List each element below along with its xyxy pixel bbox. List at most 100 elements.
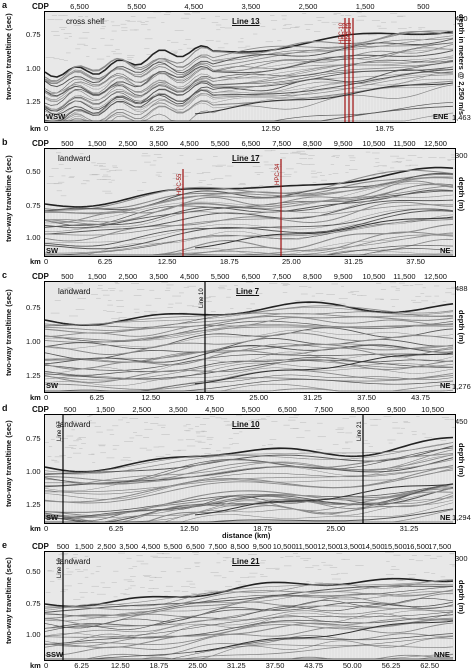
y-axis-label: two-way traveltime (sec) bbox=[4, 557, 13, 644]
cdp-tick: 1,500 bbox=[87, 272, 107, 281]
km-tick: 18.75 bbox=[253, 524, 272, 533]
cdp-tick: 3,500 bbox=[241, 2, 261, 11]
cdp-label: CDP bbox=[32, 405, 49, 414]
cdp-tick: 13,500 bbox=[339, 542, 363, 551]
cdp-tick: 2,500 bbox=[118, 272, 138, 281]
seismic-section: HPC-10 HPC-12 HPC-13 bbox=[44, 11, 456, 123]
cdp-tick: 6,500 bbox=[241, 272, 261, 281]
annotation: landward bbox=[58, 557, 91, 566]
km-tick: 6.25 bbox=[108, 524, 124, 533]
cdp-tick: 1,500 bbox=[355, 2, 375, 11]
sub-bottom-reflector bbox=[45, 579, 454, 608]
y-axis-label: two-way traveltime (sec) bbox=[4, 289, 13, 376]
cdp-tick: 10,500 bbox=[272, 542, 296, 551]
km-tick: 18.75 bbox=[375, 124, 394, 133]
km-tick: 12.50 bbox=[261, 124, 281, 133]
km-tick: 43.75 bbox=[304, 661, 324, 670]
cdp-tick: 500 bbox=[56, 542, 70, 551]
cdp-tick: 3,500 bbox=[119, 542, 139, 551]
right-axis-label: depth (m) bbox=[457, 177, 466, 212]
km-zero: 0 bbox=[44, 257, 49, 266]
time-tick: 0.50 bbox=[26, 167, 41, 176]
direction-right: NE bbox=[440, 381, 451, 390]
annotation: cross shelf bbox=[66, 17, 105, 26]
cdp-tick: 500 bbox=[63, 405, 77, 414]
cdp-tick: 8,500 bbox=[303, 272, 322, 281]
cdp-tick: 2,500 bbox=[97, 542, 116, 551]
km-zero: 0 bbox=[44, 661, 49, 670]
basal-reflector bbox=[194, 620, 454, 653]
cdp-tick: 6,500 bbox=[185, 542, 205, 551]
cdp-tick: 2,500 bbox=[118, 139, 138, 148]
panel-letter: d bbox=[2, 403, 8, 413]
direction-left: SSW bbox=[46, 650, 64, 659]
km-tick: 12.50 bbox=[157, 257, 177, 266]
right-axis-label: depth (m) bbox=[457, 580, 466, 615]
cdp-tick: 5,500 bbox=[127, 2, 146, 11]
cdp-tick: 6,500 bbox=[277, 405, 297, 414]
time-tick: 1.00 bbox=[26, 630, 41, 639]
panel-letter: e bbox=[2, 540, 8, 550]
cdp-tick: 5,500 bbox=[210, 272, 230, 281]
cdp-tick: 2,500 bbox=[298, 2, 318, 11]
cdp-tick: 10,500 bbox=[362, 139, 386, 148]
annotation: landward bbox=[58, 154, 91, 163]
right-top-tick: 300 bbox=[455, 554, 468, 563]
right-top-tick: 300 bbox=[455, 151, 468, 160]
km-zero: 0 bbox=[44, 393, 49, 402]
km-tick: 25.00 bbox=[188, 661, 207, 670]
km-tick: 43.75 bbox=[411, 393, 430, 402]
tie-line-label: Line 07 bbox=[57, 421, 63, 441]
km-label: km bbox=[30, 661, 41, 670]
km-tick: 31.25 bbox=[226, 661, 246, 670]
seismic-image: Line 07 Line 21 bbox=[45, 415, 455, 523]
direction-left: WSW bbox=[46, 112, 66, 121]
seismic-section: Line 10 bbox=[44, 281, 456, 393]
direction-left: SW bbox=[46, 381, 59, 390]
cdp-tick: 2,500 bbox=[132, 405, 152, 414]
km-tick: 12.50 bbox=[110, 661, 130, 670]
cdp-tick: 1,500 bbox=[96, 405, 115, 414]
core-site-label: HPC-55 bbox=[177, 173, 183, 195]
panel-b: b CDP HPC-55 HPC-34 two-way traveltime (s… bbox=[0, 137, 474, 267]
cdp-tick: 8,500 bbox=[303, 139, 322, 148]
km-tick: 18.75 bbox=[219, 257, 239, 266]
cdp-tick: 17,500 bbox=[428, 542, 452, 551]
cdp-tick: 11,500 bbox=[393, 139, 416, 148]
basal-reflector bbox=[194, 216, 454, 249]
right-top-tick: 450 bbox=[455, 14, 468, 23]
km-tick: 31.25 bbox=[344, 257, 363, 266]
cdp-tick: 9,500 bbox=[333, 139, 353, 148]
panel-d: d CDP Line 07 Line 21 two-way traveltime … bbox=[0, 403, 474, 540]
km-tick: 25.00 bbox=[249, 393, 269, 402]
direction-left: SW bbox=[46, 246, 59, 255]
cdp-tick: 500 bbox=[417, 2, 430, 11]
line-name: Line 21 bbox=[232, 557, 260, 566]
panel-letter: a bbox=[2, 0, 8, 10]
cdp-tick: 1,500 bbox=[87, 139, 107, 148]
cdp-tick: 4,500 bbox=[180, 139, 199, 148]
seismic-section: Line 07 Line 21 bbox=[44, 414, 456, 524]
cdp-tick: 10,500 bbox=[362, 272, 386, 281]
core-site-label: HPC-12 bbox=[343, 22, 349, 44]
y-axis-label: two-way traveltime (sec) bbox=[4, 155, 13, 242]
km-label: km bbox=[30, 393, 41, 402]
tie-line-label: Line 10 bbox=[57, 558, 63, 578]
cdp-tick: 1,500 bbox=[74, 542, 94, 551]
km-tick: 37.50 bbox=[357, 393, 376, 402]
seismic-image: HPC-55 HPC-34 bbox=[45, 149, 455, 256]
km-tick: 31.25 bbox=[303, 393, 322, 402]
cdp-tick: 4,500 bbox=[184, 2, 204, 11]
y-axis-label: two-way traveltime (sec) bbox=[4, 420, 13, 507]
right-top-tick: 488 bbox=[455, 284, 468, 293]
time-tick: 1.00 bbox=[26, 337, 41, 346]
time-tick: 0.75 bbox=[26, 30, 41, 39]
time-tick: 1.25 bbox=[26, 97, 41, 106]
cdp-label: CDP bbox=[32, 542, 49, 551]
seismic-image: Line 10 bbox=[45, 552, 455, 660]
direction-right: NE bbox=[440, 246, 451, 255]
right-bottom-tick: 1,294 bbox=[452, 513, 471, 522]
cdp-tick: 12,500 bbox=[317, 542, 341, 551]
cdp-tick: 8,500 bbox=[350, 405, 370, 414]
direction-right: NE bbox=[440, 513, 451, 522]
